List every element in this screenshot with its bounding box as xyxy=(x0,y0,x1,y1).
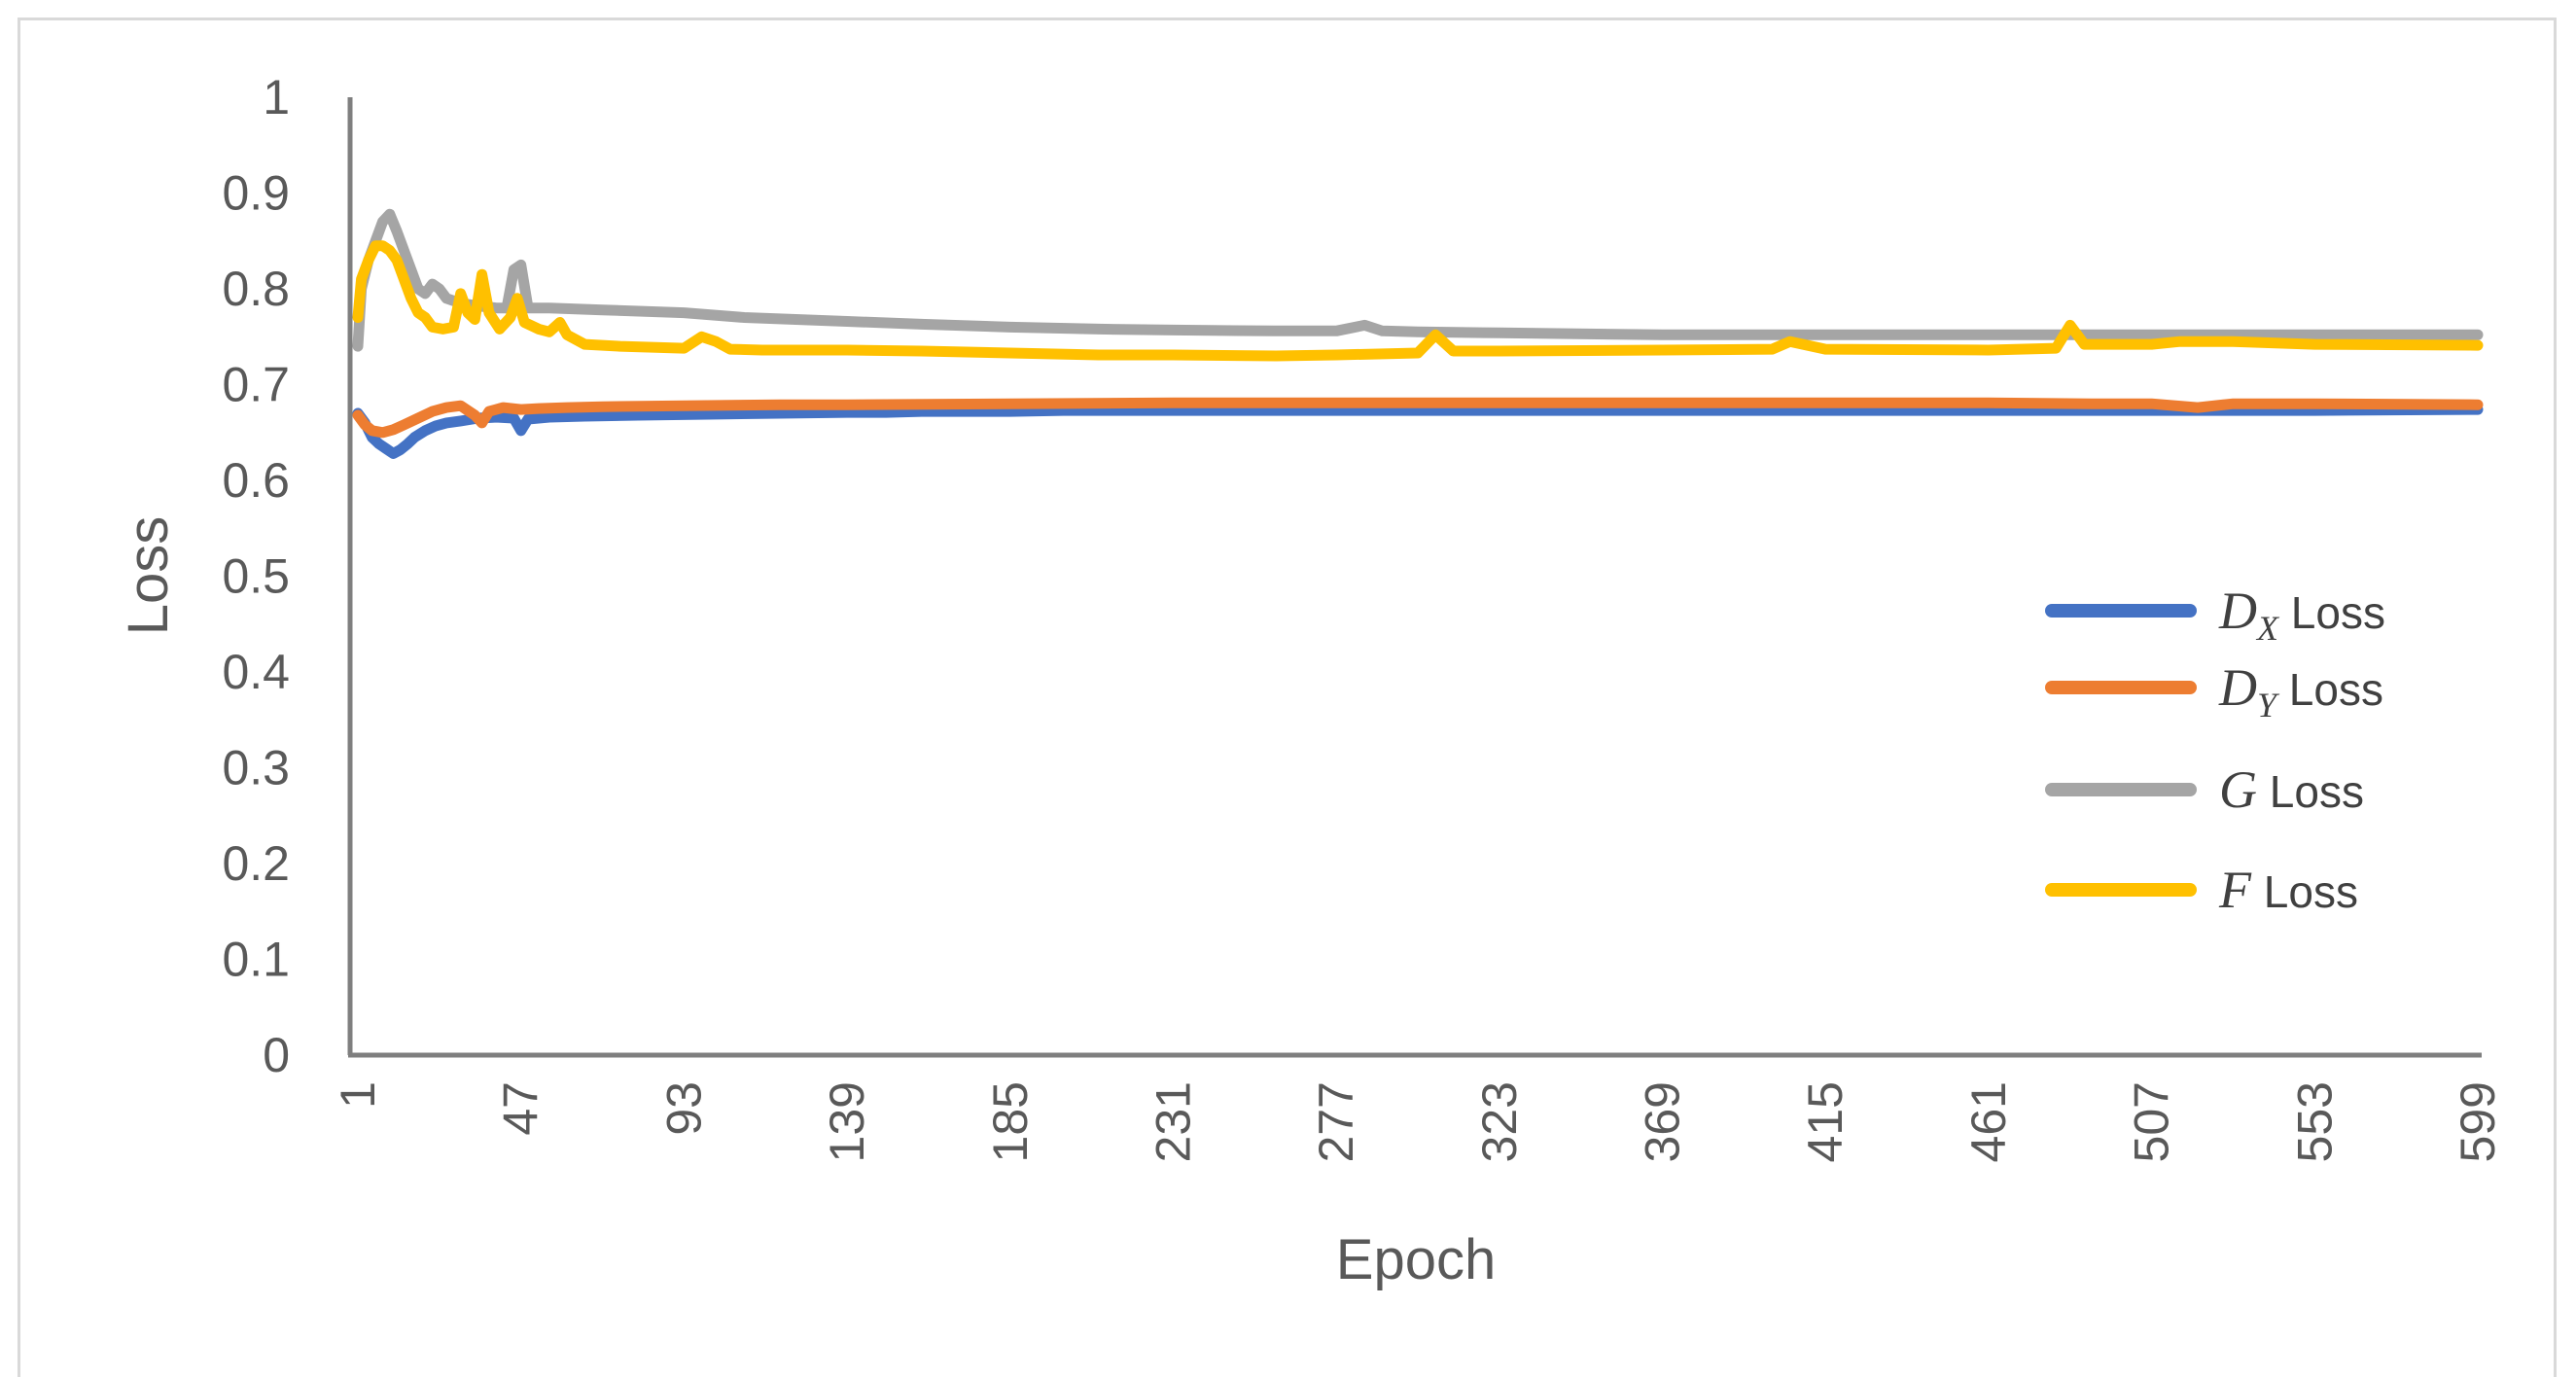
x-tick-label: 1 xyxy=(331,1081,385,1109)
x-tick-label: 47 xyxy=(494,1081,548,1136)
y-axis-title: Loss xyxy=(117,516,180,636)
x-tick-label: 599 xyxy=(2451,1081,2505,1162)
x-tick-label: 323 xyxy=(1472,1081,1527,1162)
y-tick-label: 0.1 xyxy=(222,933,290,987)
plot-lines xyxy=(352,208,2484,459)
y-tick-label: 0.6 xyxy=(222,453,290,508)
legend-entry-3: F Loss xyxy=(2218,861,2358,919)
y-tick-labels: 0 0.1 0.2 0.3 0.4 0.5 0.6 0.7 0.8 0.9 1 xyxy=(222,70,290,1082)
chart-frame xyxy=(18,18,2557,1377)
x-tick-label: 185 xyxy=(983,1081,1038,1162)
x-tick-label: 277 xyxy=(1309,1081,1363,1162)
y-tick-label: 1 xyxy=(263,70,290,124)
series-line-0 xyxy=(352,404,2484,459)
y-tick-label: 0.9 xyxy=(222,166,290,221)
y-tick-label: 0.5 xyxy=(222,549,290,604)
y-tick-label: 0.2 xyxy=(222,836,290,891)
y-tick-label: 0.7 xyxy=(222,358,290,412)
legend-entry-2: G Loss xyxy=(2219,760,2364,819)
y-tick-label: 0.4 xyxy=(222,645,290,699)
x-tick-label: 461 xyxy=(1961,1081,2016,1162)
legend: DX Loss DY Loss G Loss F Loss xyxy=(2045,582,2385,919)
x-tick-label: 507 xyxy=(2125,1081,2179,1162)
y-tick-label: 0.8 xyxy=(222,262,290,316)
legend-entry-1: DY Loss xyxy=(2218,658,2383,724)
x-tick-label: 369 xyxy=(1636,1081,1690,1162)
legend-entry-0: DX Loss xyxy=(2218,582,2385,648)
series-line-1 xyxy=(352,397,2484,439)
y-tick-label: 0.3 xyxy=(222,741,290,795)
series-line-2 xyxy=(352,208,2484,352)
y-tick-label: 0 xyxy=(263,1028,290,1082)
x-tick-label: 231 xyxy=(1146,1081,1200,1162)
x-tick-label: 93 xyxy=(656,1081,711,1136)
x-tick-labels: 1 47 93 139 185 231 277 323 369 415 461 507 553 599 xyxy=(331,1081,2505,1162)
axes xyxy=(347,97,2482,1058)
x-tick-label: 553 xyxy=(2287,1081,2342,1162)
series-line-3 xyxy=(352,240,2484,362)
x-tick-label: 415 xyxy=(1798,1081,1853,1162)
x-tick-label: 139 xyxy=(820,1081,874,1162)
x-axis-title: Epoch xyxy=(1336,1228,1496,1291)
